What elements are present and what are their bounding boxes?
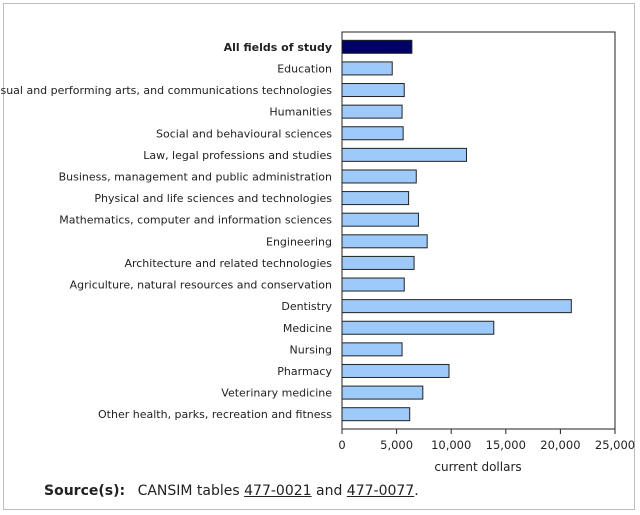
bar-16 xyxy=(341,385,424,400)
bar-1 xyxy=(341,61,393,76)
bar-0 xyxy=(341,39,413,54)
source-text-before: CANSIM tables xyxy=(137,483,240,499)
source-label: Source(s): xyxy=(44,483,126,499)
bar-12 xyxy=(341,299,572,314)
source-link-477-0021[interactable]: 477-0021 xyxy=(244,483,312,499)
category-label-8: Mathematics, computer and information sc… xyxy=(59,214,332,227)
bar-10 xyxy=(341,255,415,270)
x-tick-label-2: 10,000 xyxy=(431,438,471,452)
category-label-15: Pharmacy xyxy=(277,365,332,378)
bar-6 xyxy=(341,169,417,184)
category-label-0: All fields of study xyxy=(224,41,332,54)
category-label-9: Engineering xyxy=(266,235,332,248)
bar-4 xyxy=(341,126,404,141)
category-label-4: Social and behavioural sciences xyxy=(156,127,332,140)
x-tick-label-1: 5,000 xyxy=(380,438,413,452)
bar-3 xyxy=(341,104,403,119)
category-label-12: Dentistry xyxy=(281,300,332,313)
category-label-11: Agriculture, natural resources and conse… xyxy=(70,279,332,292)
bar-11 xyxy=(341,277,405,292)
bar-7 xyxy=(341,191,410,206)
category-label-6: Business, management and public administ… xyxy=(59,170,332,183)
category-label-3: Humanities xyxy=(269,106,332,119)
bar-8 xyxy=(341,212,419,227)
plot-area xyxy=(341,31,616,430)
source-line: Source(s): CANSIM tables 477-0021 and 47… xyxy=(44,483,419,499)
category-label-16: Veterinary medicine xyxy=(221,387,332,400)
bar-17 xyxy=(341,407,411,422)
category-label-14: Nursing xyxy=(290,343,332,356)
x-tick-label-5: 25,000 xyxy=(595,438,635,452)
category-label-2: Visual and performing arts, and communic… xyxy=(0,84,332,97)
category-label-17: Other health, parks, recreation and fitn… xyxy=(98,408,332,421)
x-tick-label-3: 15,000 xyxy=(486,438,526,452)
category-label-10: Architecture and related technologies xyxy=(124,257,332,270)
category-label-13: Medicine xyxy=(283,322,332,335)
x-axis-title: current dollars xyxy=(434,460,521,474)
x-tick-label-4: 20,000 xyxy=(540,438,580,452)
category-label-5: Law, legal professions and studies xyxy=(143,149,332,162)
source-text-after: . xyxy=(414,483,419,499)
source-link-477-0077[interactable]: 477-0077 xyxy=(346,483,415,499)
x-tick-label-0: 0 xyxy=(338,438,345,452)
bar-5 xyxy=(341,147,467,162)
category-label-1: Education xyxy=(277,62,332,75)
bar-13 xyxy=(341,320,495,335)
bar-9 xyxy=(341,234,428,249)
source-text-middle: and xyxy=(316,483,343,499)
bar-14 xyxy=(341,342,403,357)
category-label-7: Physical and life sciences and technolog… xyxy=(94,192,332,205)
bar-15 xyxy=(341,363,450,378)
bar-2 xyxy=(341,83,405,98)
